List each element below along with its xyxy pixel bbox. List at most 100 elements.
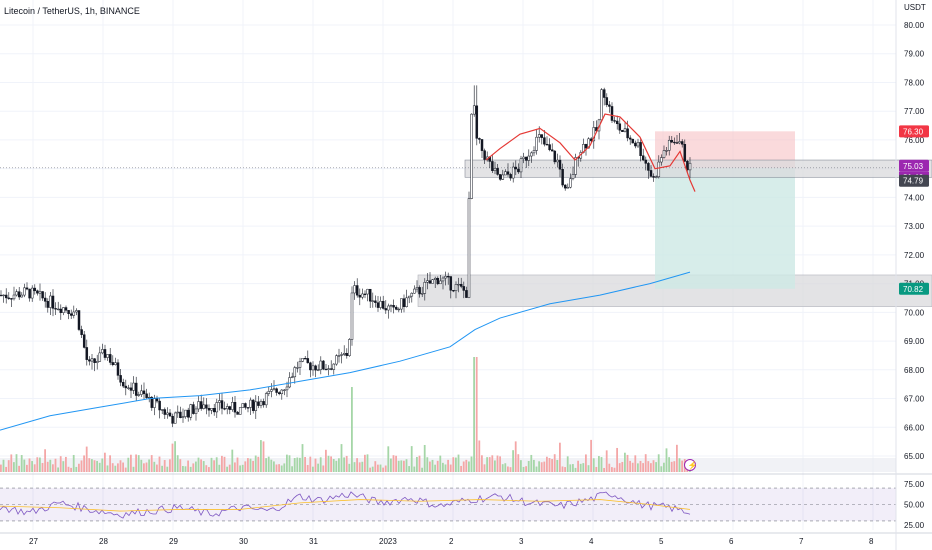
candle[interactable] bbox=[20, 294, 24, 298]
candle[interactable] bbox=[116, 362, 120, 376]
candle[interactable] bbox=[561, 169, 564, 186]
candle[interactable] bbox=[506, 171, 510, 175]
candle[interactable] bbox=[628, 137, 632, 140]
candle[interactable] bbox=[680, 141, 684, 145]
candle[interactable] bbox=[387, 305, 390, 311]
candle[interactable] bbox=[641, 155, 645, 161]
candle[interactable] bbox=[584, 144, 588, 149]
candle[interactable] bbox=[634, 142, 637, 147]
candle[interactable] bbox=[171, 415, 174, 424]
candle[interactable] bbox=[114, 362, 117, 365]
candle[interactable] bbox=[30, 287, 34, 299]
candle[interactable] bbox=[496, 168, 499, 175]
candle[interactable] bbox=[686, 161, 689, 171]
candle[interactable] bbox=[272, 388, 276, 390]
candle[interactable] bbox=[192, 404, 195, 414]
candle[interactable] bbox=[181, 416, 185, 419]
candle[interactable] bbox=[446, 276, 450, 278]
candle[interactable] bbox=[290, 376, 294, 378]
candle[interactable] bbox=[38, 291, 42, 294]
candle[interactable] bbox=[36, 290, 39, 294]
candle[interactable] bbox=[93, 358, 96, 364]
candle[interactable] bbox=[158, 400, 161, 411]
candle[interactable] bbox=[322, 360, 325, 370]
candle[interactable] bbox=[532, 150, 536, 154]
candle[interactable] bbox=[662, 150, 666, 158]
candle[interactable] bbox=[613, 120, 616, 122]
candle[interactable] bbox=[415, 287, 419, 290]
candle[interactable] bbox=[558, 159, 562, 170]
candle[interactable] bbox=[548, 144, 551, 151]
candle[interactable] bbox=[43, 297, 47, 302]
candle[interactable] bbox=[207, 408, 211, 411]
candle[interactable] bbox=[111, 362, 115, 365]
candle[interactable] bbox=[166, 412, 169, 415]
candle[interactable] bbox=[77, 310, 81, 330]
candle[interactable] bbox=[285, 386, 289, 391]
candle[interactable] bbox=[202, 404, 206, 409]
candle[interactable] bbox=[134, 382, 138, 396]
candle[interactable] bbox=[51, 295, 55, 309]
candle[interactable] bbox=[298, 361, 302, 368]
candle[interactable] bbox=[467, 198, 471, 298]
candle[interactable] bbox=[12, 294, 16, 300]
candle[interactable] bbox=[465, 290, 468, 298]
candle[interactable] bbox=[215, 402, 219, 413]
candle[interactable] bbox=[407, 295, 411, 299]
candle[interactable] bbox=[519, 158, 523, 173]
candle[interactable] bbox=[160, 409, 164, 411]
candle[interactable] bbox=[233, 402, 237, 413]
candle[interactable] bbox=[88, 359, 91, 362]
candle[interactable] bbox=[522, 156, 525, 160]
candle[interactable] bbox=[288, 377, 291, 388]
candle[interactable] bbox=[244, 403, 247, 408]
candle[interactable] bbox=[95, 361, 99, 364]
candle[interactable] bbox=[571, 174, 575, 179]
candle[interactable] bbox=[610, 106, 614, 121]
candle[interactable] bbox=[537, 134, 541, 138]
candle[interactable] bbox=[621, 129, 624, 132]
candle[interactable] bbox=[64, 307, 68, 311]
candle[interactable] bbox=[155, 398, 159, 402]
candle[interactable] bbox=[257, 401, 260, 406]
candle[interactable] bbox=[4, 294, 8, 299]
candle[interactable] bbox=[62, 307, 65, 313]
candle[interactable] bbox=[491, 161, 494, 171]
candle[interactable] bbox=[615, 120, 619, 125]
candle[interactable] bbox=[316, 369, 320, 371]
candle[interactable] bbox=[129, 387, 133, 391]
candle[interactable] bbox=[10, 298, 13, 300]
candle[interactable] bbox=[270, 389, 273, 392]
candle[interactable] bbox=[236, 411, 239, 415]
candle[interactable] bbox=[618, 123, 622, 131]
candle[interactable] bbox=[262, 401, 265, 406]
candle[interactable] bbox=[345, 353, 349, 356]
candle[interactable] bbox=[205, 404, 208, 409]
take-profit-tag[interactable]: 70.82 bbox=[903, 285, 924, 294]
candle[interactable] bbox=[439, 280, 442, 285]
candle[interactable] bbox=[41, 291, 44, 299]
candle[interactable] bbox=[563, 184, 567, 189]
candle[interactable] bbox=[28, 288, 31, 299]
candle[interactable] bbox=[0, 294, 3, 297]
candle[interactable] bbox=[121, 381, 125, 387]
candle[interactable] bbox=[33, 287, 37, 292]
candle[interactable] bbox=[688, 162, 692, 171]
candle[interactable] bbox=[124, 385, 128, 389]
candle[interactable] bbox=[267, 391, 271, 394]
candle[interactable] bbox=[293, 367, 297, 378]
candle[interactable] bbox=[457, 283, 460, 286]
candle[interactable] bbox=[441, 277, 445, 282]
candle[interactable] bbox=[342, 353, 346, 355]
candle[interactable] bbox=[600, 89, 603, 121]
candle[interactable] bbox=[327, 368, 330, 370]
candle[interactable] bbox=[574, 157, 577, 175]
candle[interactable] bbox=[602, 89, 606, 98]
candle[interactable] bbox=[478, 138, 481, 140]
candle[interactable] bbox=[49, 295, 52, 308]
candle[interactable] bbox=[329, 368, 333, 370]
candle[interactable] bbox=[509, 174, 512, 179]
candle[interactable] bbox=[636, 142, 640, 147]
candle[interactable] bbox=[379, 300, 382, 308]
